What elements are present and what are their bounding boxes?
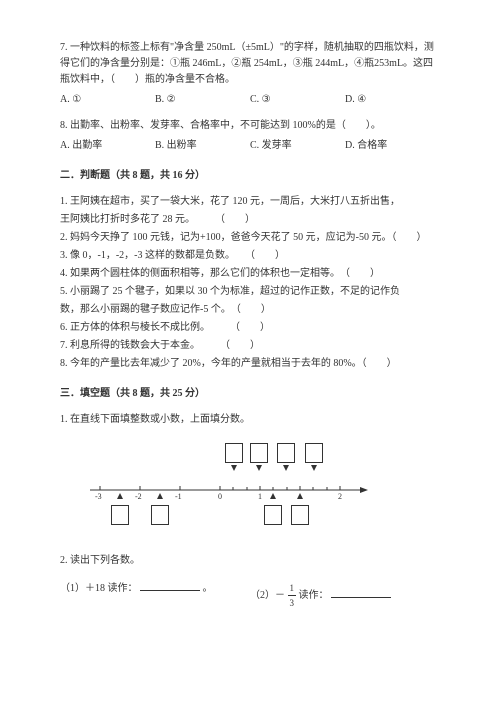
top-box-2 [250,443,268,463]
arrow-up-4 [297,493,303,499]
q8-options: A. 出勤率 B. 出粉率 C. 发芽率 D. 合格率 [60,138,440,154]
q7-option-b: B. ② [155,92,250,108]
arrow-down-4 [311,465,317,471]
sub1-blank [140,590,200,591]
judge-5b: 数，那么小丽踢的毽子数应记作-5 个。 （ ） [60,302,440,318]
q8-text: 8. 出勤率、出粉率、发芽率、合格率中，不可能达到 100%的是（ ）。 [60,118,440,134]
judge-3: 3. 像 0，-1，-2，-3 这样的数都是负数。 （ ） [60,248,440,264]
tick-1: 1 [258,491,262,504]
q7-text: 7. 一种饮料的标签上标有"净含量 250mL（±5mL）"的字样，随机抽取的四… [60,40,440,88]
q8-option-d: D. 合格率 [345,138,440,154]
q8-option-c: C. 发芽率 [250,138,345,154]
tick-2: 2 [338,491,342,504]
top-box-4 [305,443,323,463]
number-line-diagram: -3 -2 -1 0 1 2 [90,443,410,533]
q7-option-a: A. ① [60,92,155,108]
sub-q2: （2）－ 1 3 读作： [250,581,440,611]
sub1-label: （1）＋18 读作： [60,583,138,594]
bottom-box-4 [291,505,309,525]
tick-0: 0 [218,491,222,504]
q8-option-a: A. 出勤率 [60,138,155,154]
judge-1a: 1. 王阿姨在超市，买了一袋大米，花了 120 元，一周后，大米打八五折出售， [60,194,440,210]
bottom-box-2 [151,505,169,525]
arrow-down-1 [231,465,237,471]
tick-n2: -2 [135,491,142,504]
arrow-down-2 [256,465,262,471]
q7-options: A. ① B. ② C. ③ D. ④ [60,92,440,108]
judge-questions: 1. 王阿姨在超市，买了一袋大米，花了 120 元，一周后，大米打八五折出售， … [60,194,440,372]
arrow-up-2 [157,493,163,499]
q2-sub-questions: （1）＋18 读作： 。 （2）－ 1 3 读作： [60,581,440,611]
judge-8: 8. 今年的产量比去年减少了 20%，今年的产量就相当于去年的 80%。（ ） [60,356,440,372]
top-box-1 [225,443,243,463]
q7-option-c: C. ③ [250,92,345,108]
fraction-numerator: 1 [288,581,297,596]
judge-4: 4. 如果两个圆柱体的侧面积相等，那么它们的体积也一定相等。 （ ） [60,266,440,282]
arrow-up-1 [117,493,123,499]
arrow-down-3 [283,465,289,471]
judge-6: 6. 正方体的体积与棱长不成比例。 （ ） [60,320,440,336]
q7-option-d: D. ④ [345,92,440,108]
fraction-denominator: 3 [288,596,297,610]
tick-n1: -1 [175,491,182,504]
bottom-box-1 [111,505,129,525]
fill-q1: 1. 在直线下面填整数或小数，上面填分数。 [60,412,440,428]
judge-1b: 王阿姨比打折时多花了 28 元。 （ ） [60,212,440,228]
judge-2: 2. 妈妈今天挣了 100 元钱，记为+100，爸爸今天花了 50 元，应记为-… [60,230,440,246]
judge-7: 7. 利息所得的钱数会大于本金。 （ ） [60,338,440,354]
sub1-end: 。 [203,583,213,594]
section-2-title: 二．判断题（共 8 题，共 16 分） [60,168,440,184]
judge-5a: 5. 小丽踢了 25 个毽子，如果以 30 个为标准，超过的记作正数，不足的记作… [60,284,440,300]
tick-n3: -3 [95,491,102,504]
q8-option-b: B. 出粉率 [155,138,250,154]
sub-q1: （1）＋18 读作： 。 [60,581,250,611]
question-8: 8. 出勤率、出粉率、发芽率、合格率中，不可能达到 100%的是（ ）。 A. … [60,118,440,154]
top-box-3 [277,443,295,463]
question-7: 7. 一种饮料的标签上标有"净含量 250mL（±5mL）"的字样，随机抽取的四… [60,40,440,108]
arrow-up-3 [270,493,276,499]
section-3-title: 三．填空题（共 8 题，共 25 分） [60,386,440,402]
bottom-box-3 [264,505,282,525]
fill-q2: 2. 读出下列各数。 [60,553,440,569]
sub2-label: （2）－ [250,590,288,601]
sub2-end: 读作： [299,590,329,601]
fraction-one-third: 1 3 [288,581,297,611]
sub2-blank [331,597,391,598]
